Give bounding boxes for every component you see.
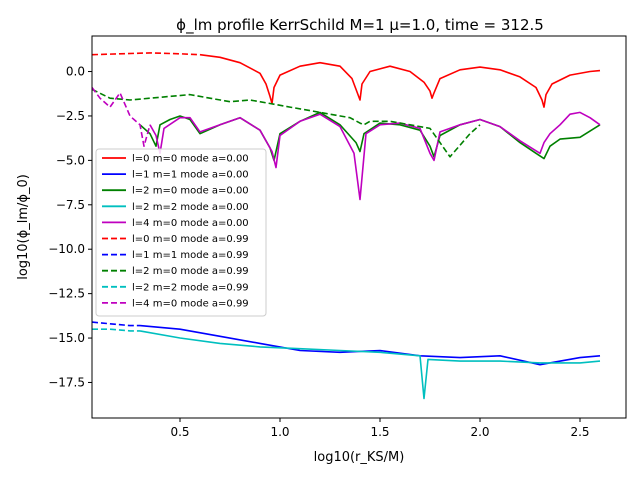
- legend-entry: l=4 m=0 mode a=0.99: [132, 298, 249, 309]
- y-tick-label: 0.0: [66, 65, 85, 79]
- series-line-9: [92, 87, 151, 147]
- legend: l=0 m=0 mode a=0.00 l=1 m=1 mode a=0.00 l=…: [95, 148, 267, 317]
- legend-entry: l=2 m=0 mode a=0.00: [132, 186, 249, 197]
- y-tick-label: −17.5: [48, 375, 85, 389]
- legend-entry: l=2 m=2 mode a=0.00: [132, 202, 249, 213]
- legend-entry: l=1 m=1 mode a=0.99: [132, 250, 249, 261]
- series-line-4: [149, 111, 601, 201]
- plot-frame: [91, 35, 627, 419]
- x-tick-label: 1.0: [270, 425, 289, 439]
- y-tick-label: −12.5: [48, 287, 85, 301]
- y-axis-label: log10(ϕ_lm/ϕ_0): [16, 174, 31, 280]
- series-line-8: [92, 328, 140, 332]
- y-tick-label: −7.5: [56, 198, 85, 212]
- y-axis-ticks: 0.0 −2.5 −5.0 −7.5 −10.0 −12.5 −15.0 −17.5: [48, 65, 92, 389]
- legend-entry: l=0 m=0 mode a=0.99: [132, 234, 249, 245]
- x-tick-label: 2.0: [470, 425, 489, 439]
- x-tick-label: 1.5: [370, 425, 389, 439]
- series-line-7: [92, 88, 481, 158]
- series-layer: [92, 52, 601, 400]
- chart-title: ϕ_lm profile KerrSchild M=1 μ=1.0, time …: [176, 16, 544, 35]
- legend-entry: l=2 m=0 mode a=0.99: [132, 266, 249, 277]
- series-line-0: [199, 53, 601, 108]
- legend-entry: l=1 m=1 mode a=0.00: [132, 170, 249, 181]
- x-axis-label: log10(r_KS/M): [314, 450, 405, 465]
- y-tick-label: −2.5: [56, 109, 85, 123]
- legend-entry: l=0 m=0 mode a=0.00: [132, 154, 249, 165]
- legend-entry: l=4 m=0 mode a=0.00: [132, 218, 249, 229]
- series-line-2: [139, 111, 601, 162]
- series-line-6: [92, 321, 140, 327]
- series-line-1: [139, 324, 601, 366]
- x-tick-label: 2.5: [570, 425, 589, 439]
- x-axis-ticks: 0.5 1.0 1.5 2.0 2.5: [170, 418, 590, 439]
- series-line-3: [139, 330, 601, 400]
- y-tick-label: −10.0: [48, 242, 85, 256]
- legend-entry: l=2 m=2 mode a=0.99: [132, 282, 249, 293]
- y-tick-label: −5.0: [56, 153, 85, 167]
- x-tick-label: 0.5: [170, 425, 189, 439]
- series-line-5: [92, 52, 201, 56]
- y-tick-label: −15.0: [48, 331, 85, 345]
- legend-box: [95, 148, 267, 317]
